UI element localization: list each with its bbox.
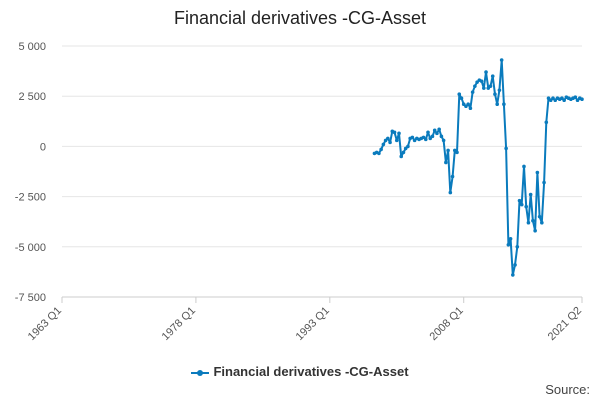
data-point	[517, 198, 522, 203]
data-point	[444, 160, 448, 165]
data-point	[544, 120, 549, 125]
data-point	[479, 79, 484, 83]
data-point	[466, 102, 470, 107]
chart-title: Financial derivatives -CG-Asset	[173, 8, 427, 28]
data-point	[519, 202, 524, 207]
data-point	[506, 242, 511, 247]
series-line	[374, 59, 583, 276]
data-point	[493, 92, 497, 96]
data-point	[508, 236, 513, 241]
data-point	[533, 228, 537, 233]
data-point	[381, 142, 386, 147]
legend-swatch-icon	[191, 368, 210, 378]
data-point	[522, 164, 526, 169]
data-point	[397, 131, 401, 136]
data-point	[401, 150, 406, 155]
data-point	[515, 245, 520, 249]
data-point	[495, 102, 499, 107]
data-point	[573, 95, 578, 100]
data-point	[540, 220, 544, 225]
y-tick-label: 5 000	[18, 41, 46, 53]
grid-layer	[62, 45, 582, 298]
y-tick-label: 2 500	[18, 91, 46, 103]
data-point	[531, 218, 535, 223]
data-point	[399, 154, 404, 159]
data-point	[441, 138, 446, 143]
y-tick-label: 0	[40, 141, 46, 153]
data-point	[377, 151, 381, 156]
x-tick-label: 1978 Q1	[160, 305, 198, 343]
data-point	[432, 128, 437, 133]
data-point	[457, 92, 462, 96]
data-point	[450, 174, 455, 179]
data-point	[459, 96, 464, 101]
data-point	[446, 148, 450, 153]
data-point	[392, 130, 397, 135]
data-point	[526, 220, 531, 225]
y-tick-label: -5 000	[15, 242, 46, 254]
x-tick-label: 2008 Q1	[428, 305, 466, 343]
data-point	[497, 88, 502, 92]
data-point	[455, 150, 459, 155]
data-point	[410, 135, 415, 140]
data-point	[511, 273, 515, 277]
data-point	[430, 134, 435, 139]
data-point	[386, 136, 390, 141]
data-point	[470, 90, 475, 94]
x-tick-label: 1993 Q1	[294, 305, 332, 343]
data-point	[379, 147, 383, 152]
data-point	[473, 84, 477, 88]
legend[interactable]: Financial derivatives -CG-Asset	[0, 364, 600, 379]
data-point	[435, 131, 439, 136]
y-tick-label: -2 500	[15, 192, 46, 204]
data-point	[499, 58, 504, 62]
data-point	[562, 98, 566, 103]
data-point	[394, 138, 399, 143]
y-tick-label: -7 500	[15, 292, 46, 304]
data-point	[406, 144, 410, 149]
data-point	[490, 74, 495, 78]
x-tick-label: 2021 Q2	[546, 305, 584, 343]
data-point	[448, 190, 453, 195]
legend-label: Financial derivatives -CG-Asset	[213, 364, 409, 379]
data-point	[484, 70, 488, 74]
data-point	[423, 137, 428, 142]
data-point	[439, 134, 444, 139]
data-point	[504, 146, 508, 151]
data-point	[388, 140, 392, 145]
data-point	[524, 204, 529, 209]
data-point	[426, 130, 430, 135]
data-point	[488, 84, 493, 88]
data-point	[502, 102, 506, 107]
data-point	[537, 214, 542, 219]
data-point	[535, 170, 540, 175]
data-point	[542, 180, 546, 185]
data-point	[580, 97, 584, 102]
data-point	[513, 263, 517, 267]
data-point	[482, 86, 486, 90]
data-point	[437, 127, 441, 132]
x-tick-label: 1963 Q1	[26, 305, 64, 343]
source-label: Source:	[545, 382, 590, 397]
data-point	[528, 192, 533, 197]
series-layer	[372, 58, 584, 277]
data-point	[468, 106, 473, 111]
